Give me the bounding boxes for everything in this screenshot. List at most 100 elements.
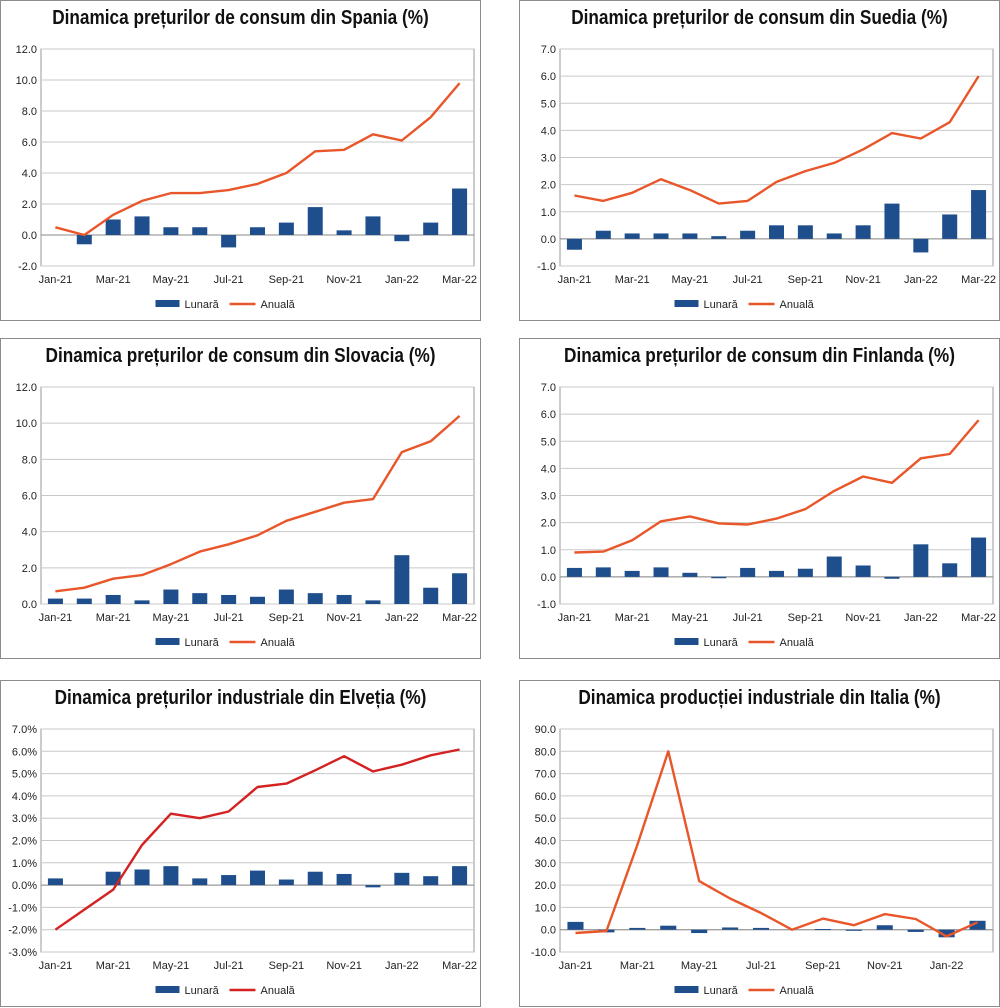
bar — [394, 235, 410, 242]
x-tick-label: Mar-22 — [442, 612, 477, 624]
chart-panel-elvetia: Dinamica prețurilor industriale din Elve… — [0, 680, 481, 1007]
y-tick-label: 6.0 — [22, 491, 37, 503]
bar — [134, 600, 150, 604]
y-tick-label: 90.0 — [535, 724, 556, 736]
bar — [711, 576, 727, 579]
chart-title: Dinamica prețurilor de consum din Slovac… — [45, 345, 436, 367]
bar — [163, 227, 179, 235]
bar — [192, 593, 208, 604]
chart-title: Dinamica prețurilor de consum din Suedia… — [571, 7, 948, 29]
x-tick-label: Mar-21 — [615, 274, 650, 286]
bar — [740, 567, 756, 577]
y-tick-label: 6.0 — [22, 137, 37, 149]
chart-plot: -2.0 0.0 2.0 4.0 6.0 8.0 10.0 12.0 Jan-21 Mar-21 M… — [16, 44, 477, 311]
x-tick-label: Jan-21 — [559, 960, 593, 972]
bar — [192, 227, 208, 235]
legend-label: Lunară — [704, 299, 739, 311]
bar — [566, 238, 582, 250]
bar — [394, 555, 410, 604]
legend-label: Anuală — [261, 985, 296, 997]
bar — [653, 233, 669, 239]
y-tick-label: 1.0% — [12, 858, 37, 870]
chart-plot: -3.0% -2.0% -1.0% 0.0% 1.0% 2.0% 3.0% 4.0% 5.0% 6… — [8, 724, 477, 997]
bar — [682, 572, 698, 577]
bar — [855, 225, 871, 239]
x-tick-label: Mar-22 — [442, 274, 477, 286]
x-tick-label: Jan-22 — [930, 960, 964, 972]
x-tick-label: Mar-21 — [615, 612, 650, 624]
x-tick-label: Jan-21 — [39, 274, 73, 286]
chart-title: Dinamica prețurilor industriale din Elve… — [54, 687, 427, 709]
y-tick-label: 10.0 — [16, 418, 37, 430]
x-tick-label: Jan-22 — [904, 274, 938, 286]
bar — [278, 589, 294, 604]
y-tick-label: 2.0 — [22, 199, 37, 211]
bar — [884, 576, 900, 579]
y-tick-label: 12.0 — [16, 44, 37, 56]
x-tick-label: Sep-21 — [269, 960, 304, 972]
bar — [47, 878, 63, 886]
bar — [105, 594, 121, 604]
y-tick-label: -1.0% — [8, 902, 37, 914]
bar — [221, 594, 237, 604]
bar — [629, 927, 646, 930]
bar — [884, 203, 900, 239]
bar — [682, 233, 698, 239]
x-tick-label: Jan-21 — [39, 612, 73, 624]
bar — [876, 925, 893, 930]
bar — [653, 567, 669, 577]
bar — [740, 230, 756, 239]
legend-swatch-bar — [674, 300, 699, 307]
legend-swatch-bar — [674, 986, 699, 993]
series-line — [55, 82, 461, 237]
y-tick-label: 7.0 — [541, 44, 556, 56]
legend-label: Lunară — [185, 299, 220, 311]
y-tick-label: 80.0 — [535, 746, 556, 758]
bar — [47, 598, 63, 604]
bar — [452, 188, 468, 235]
bar — [452, 573, 468, 604]
bar — [336, 594, 352, 604]
chart-panel-slovacia: Dinamica prețurilor de consum din Slovac… — [0, 338, 481, 659]
bar — [971, 190, 987, 239]
y-tick-label: 0.0 — [541, 925, 556, 937]
x-tick-label: Jul-21 — [733, 612, 763, 624]
bar — [365, 600, 381, 604]
y-tick-label: 5.0 — [541, 436, 556, 448]
y-tick-label: 0.0 — [541, 572, 556, 584]
x-tick-label: Jan-22 — [385, 960, 419, 972]
bar — [752, 927, 770, 930]
y-tick-label: 70.0 — [535, 769, 556, 781]
chart-title: Dinamica prețurilor de consum din Finlan… — [564, 345, 955, 367]
bar — [365, 216, 381, 235]
x-tick-label: Jan-22 — [904, 612, 938, 624]
bar — [163, 589, 179, 604]
x-tick-label: Mar-22 — [442, 960, 477, 972]
y-tick-label: 6.0 — [541, 71, 556, 83]
chart-panel-suedia: Dinamica prețurilor de consum din Suedia… — [519, 0, 1000, 321]
bar — [624, 233, 640, 239]
bar — [942, 214, 958, 239]
x-tick-label: Nov-21 — [326, 274, 361, 286]
y-tick-label: 4.0 — [22, 527, 37, 539]
bar — [192, 878, 208, 886]
bar — [249, 870, 266, 886]
y-tick-label: -3.0% — [8, 947, 37, 959]
bar — [423, 876, 439, 886]
x-tick-label: Nov-21 — [845, 612, 880, 624]
y-tick-label: 12.0 — [16, 382, 37, 394]
bar — [722, 927, 739, 930]
chart-panel-italia: Dinamica producției industriale din Ital… — [519, 680, 1000, 1007]
bar — [971, 537, 987, 577]
x-tick-label: Mar-21 — [620, 960, 655, 972]
x-tick-label: Jul-21 — [746, 960, 776, 972]
x-tick-label: May-21 — [672, 274, 709, 286]
y-tick-label: 6.0% — [12, 746, 37, 758]
chart-title: Dinamica producției industriale din Ital… — [578, 687, 941, 709]
y-tick-label: 10.0 — [16, 75, 37, 87]
legend-label: Anuală — [780, 637, 815, 649]
series-line — [575, 750, 978, 938]
legend-label: Lunară — [185, 637, 220, 649]
x-tick-label: Jul-21 — [214, 274, 244, 286]
y-tick-label: -1.0 — [537, 599, 556, 611]
